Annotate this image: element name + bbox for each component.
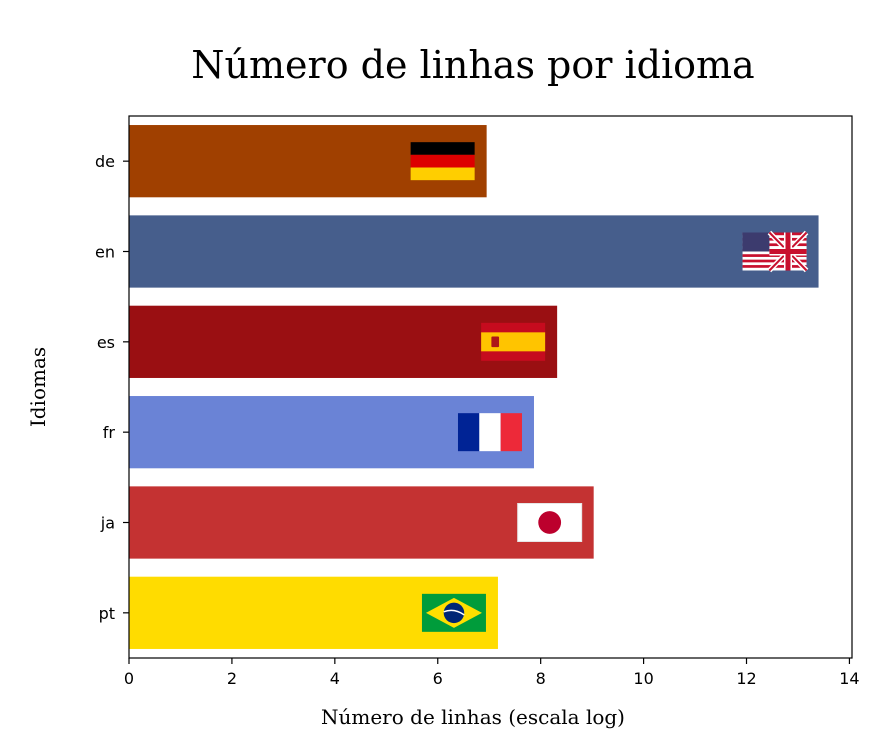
x-axis-ticks: 0 2 4 6 8 10 12 14: [124, 658, 860, 688]
bar-ja: [129, 486, 594, 559]
y-axis-label: Idiomas: [26, 347, 50, 427]
y-tick-label-de: de: [95, 152, 115, 171]
brazil-flag-icon: [421, 593, 486, 632]
x-tick-label-6: 6: [433, 669, 443, 688]
france-flag-icon: [457, 413, 522, 452]
y-axis-ticks: de en es fr ja pt: [95, 152, 129, 623]
x-tick-label-14: 14: [839, 669, 859, 688]
bar-en: [129, 215, 819, 288]
germany-flag-icon: [410, 142, 475, 181]
x-tick-label-12: 12: [736, 669, 756, 688]
x-axis-label: Número de linhas (escala log): [321, 705, 625, 729]
y-tick-label-es: es: [97, 333, 115, 352]
spain-flag-icon: [481, 322, 546, 361]
y-tick-label-fr: fr: [103, 423, 116, 442]
y-tick-label-ja: ja: [100, 514, 115, 533]
x-tick-label-4: 4: [330, 669, 340, 688]
plot-frame: [128, 115, 853, 659]
x-tick-label-0: 0: [124, 669, 134, 688]
japan-flag-icon: [517, 503, 583, 542]
x-tick-label-2: 2: [227, 669, 237, 688]
uk-flag-icon: [742, 230, 809, 273]
chart-title: Número de linhas por idioma: [191, 43, 754, 87]
x-tick-label-10: 10: [633, 669, 653, 688]
y-tick-label-pt: pt: [99, 604, 115, 623]
y-tick-label-en: en: [95, 243, 115, 262]
flags-group: [410, 142, 809, 632]
x-tick-label-8: 8: [536, 669, 546, 688]
bars-group: [129, 125, 819, 649]
